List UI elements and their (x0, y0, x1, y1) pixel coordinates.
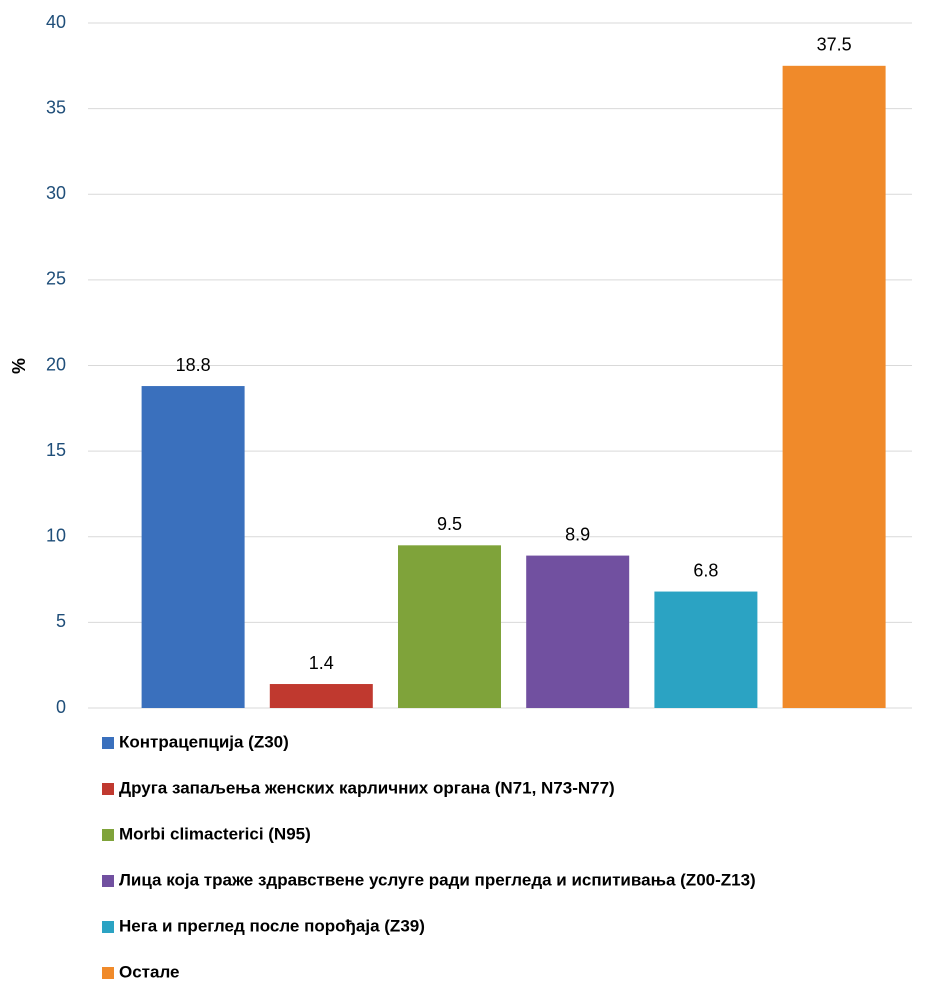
bar (141, 386, 245, 708)
legend-swatch (102, 967, 114, 979)
legend-label: Контрацепција (Z30) (119, 732, 289, 751)
bar (269, 684, 373, 708)
bar (398, 545, 501, 708)
data-label: 6.8 (693, 560, 718, 580)
y-tick-label: 40 (46, 12, 66, 32)
y-tick-label: 35 (46, 97, 66, 117)
data-label: 9.5 (437, 514, 462, 534)
data-label: 8.9 (565, 524, 590, 544)
bar (526, 555, 630, 708)
bar (782, 65, 886, 708)
y-tick-label: 0 (56, 697, 66, 717)
legend-swatch (102, 921, 114, 933)
legend-label: Лица која траже здравствене услуге ради … (119, 870, 756, 889)
y-tick-label: 25 (46, 269, 66, 289)
y-tick-label: 30 (46, 183, 66, 203)
y-tick-label: 5 (56, 611, 66, 631)
y-tick-label: 15 (46, 440, 66, 460)
legend-label: Друга запаљења женских карличних органа … (119, 778, 615, 797)
data-label: 37.5 (817, 35, 852, 55)
y-axis-label: % (9, 358, 29, 374)
legend-swatch (102, 783, 114, 795)
legend-label: Нега и преглед после порођаја (Z39) (119, 916, 425, 935)
y-tick-label: 20 (46, 354, 66, 374)
legend-swatch (102, 737, 114, 749)
legend-swatch (102, 829, 114, 841)
bar (654, 591, 758, 708)
data-label: 18.8 (176, 355, 211, 375)
data-label: 1.4 (309, 653, 334, 673)
legend-label: Morbi climacterici (N95) (119, 824, 311, 843)
y-tick-label: 10 (46, 526, 66, 546)
legend-label: Остале (119, 962, 180, 981)
legend-swatch (102, 875, 114, 887)
